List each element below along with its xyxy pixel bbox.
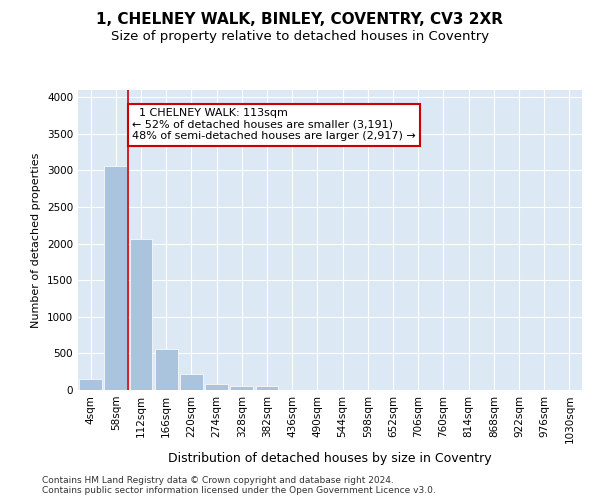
Text: 1 CHELNEY WALK: 113sqm
← 52% of detached houses are smaller (3,191)
48% of semi-: 1 CHELNEY WALK: 113sqm ← 52% of detached… [132, 108, 416, 142]
Bar [230, 386, 253, 390]
Bar [180, 374, 203, 390]
Bar [155, 349, 178, 390]
Bar [205, 384, 228, 390]
Bar [256, 386, 278, 390]
Text: Size of property relative to detached houses in Coventry: Size of property relative to detached ho… [111, 30, 489, 43]
Y-axis label: Number of detached properties: Number of detached properties [31, 152, 41, 328]
Text: 1, CHELNEY WALK, BINLEY, COVENTRY, CV3 2XR: 1, CHELNEY WALK, BINLEY, COVENTRY, CV3 2… [97, 12, 503, 28]
Bar [130, 238, 152, 390]
Text: Contains HM Land Registry data © Crown copyright and database right 2024.
Contai: Contains HM Land Registry data © Crown c… [42, 476, 436, 495]
Bar [104, 166, 127, 390]
Bar [79, 379, 102, 390]
X-axis label: Distribution of detached houses by size in Coventry: Distribution of detached houses by size … [168, 452, 492, 464]
